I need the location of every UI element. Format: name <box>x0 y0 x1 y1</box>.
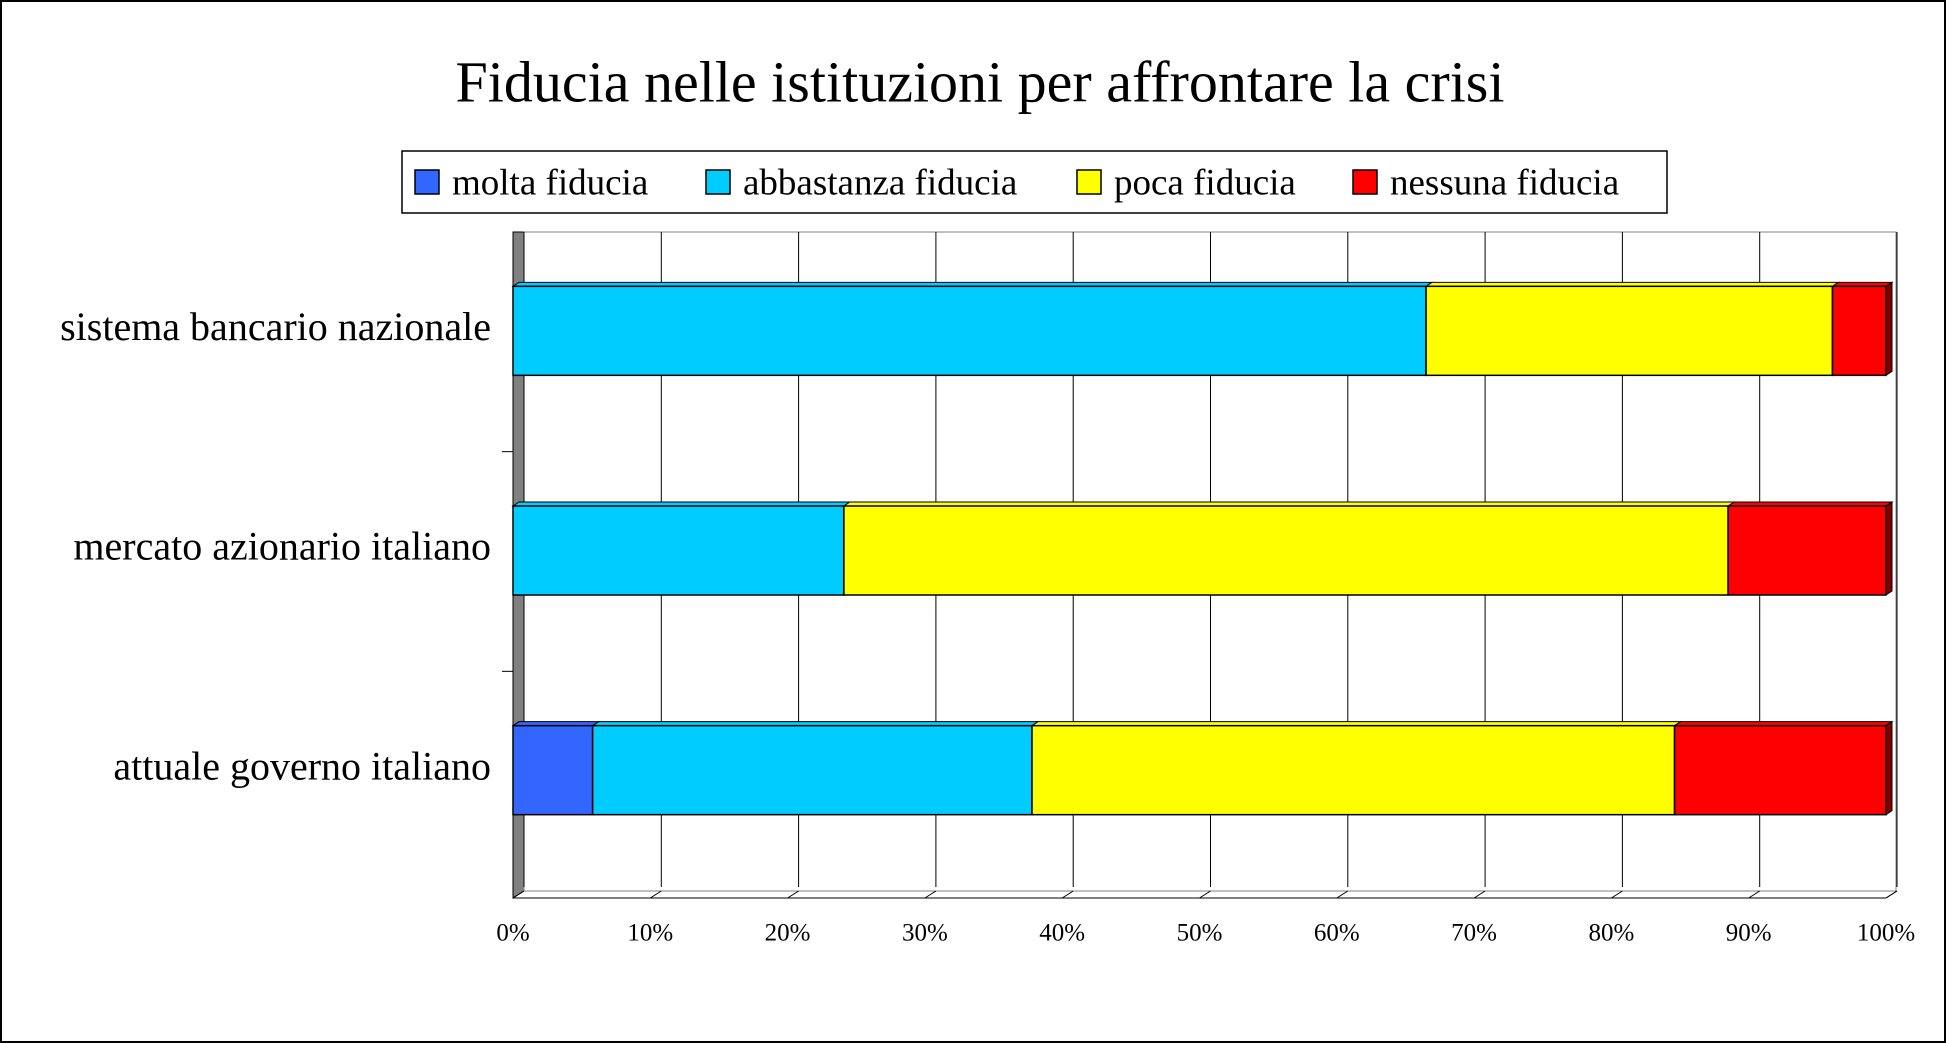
x-tick-label: 20% <box>765 920 811 947</box>
tick-mark <box>924 890 937 899</box>
bar-side <box>1885 281 1893 377</box>
tick-mark <box>1748 890 1760 899</box>
x-tick-label: 90% <box>1726 920 1772 947</box>
bar-segment <box>1673 724 1887 816</box>
legend-swatch <box>705 169 731 195</box>
bar-segment <box>512 285 1427 377</box>
x-tick-label: 10% <box>627 920 673 947</box>
legend-swatch <box>1076 169 1102 195</box>
tick-mark <box>1336 890 1349 899</box>
x-tick-label: 50% <box>1177 920 1223 947</box>
y-tick-label: sistema bancario nazionale <box>60 304 491 349</box>
bar-segment <box>1425 285 1834 377</box>
x-tick-label: 30% <box>902 920 948 947</box>
legend-swatch <box>414 169 440 195</box>
legend-label: abbastanza fiducia <box>743 162 1017 203</box>
y-tick-label: mercato azionario italiano <box>73 524 491 569</box>
tick-mark <box>512 890 525 899</box>
tick-mark <box>1199 890 1211 899</box>
bar-side <box>1885 720 1893 816</box>
x-axis-depth <box>1885 890 1898 899</box>
x-tick-label: 100% <box>1857 920 1915 947</box>
bar-segment <box>512 505 845 596</box>
y-tick-label: attuale governo italiano <box>113 743 491 788</box>
tick-mark <box>787 890 799 899</box>
x-tick-label: 0% <box>496 920 529 947</box>
tick-mark <box>650 890 662 899</box>
bar-segment <box>512 724 594 816</box>
bar-segment <box>1031 724 1676 816</box>
bar-side <box>1885 501 1893 596</box>
chart-title: Fiducia nelle istituzioni per affrontare… <box>455 49 1504 114</box>
bar-segment <box>591 724 1033 816</box>
x-tick-label: 70% <box>1451 920 1497 947</box>
x-tick-label: 60% <box>1314 920 1360 947</box>
tick-mark <box>1061 890 1074 899</box>
tick-mark <box>1611 890 1623 899</box>
x-tick-label: 80% <box>1588 920 1634 947</box>
legend-label: nessuna fiducia <box>1390 162 1619 203</box>
x-tick-label: 40% <box>1039 920 1085 947</box>
legend-label: poca fiducia <box>1114 162 1296 203</box>
bar-segment <box>1727 505 1887 596</box>
bar-segment <box>1831 285 1887 377</box>
bar-segment <box>843 505 1729 596</box>
tick-mark <box>1473 890 1486 899</box>
legend-box <box>401 150 1668 214</box>
legend-swatch <box>1352 169 1378 195</box>
legend-label: molta fiducia <box>452 162 648 203</box>
